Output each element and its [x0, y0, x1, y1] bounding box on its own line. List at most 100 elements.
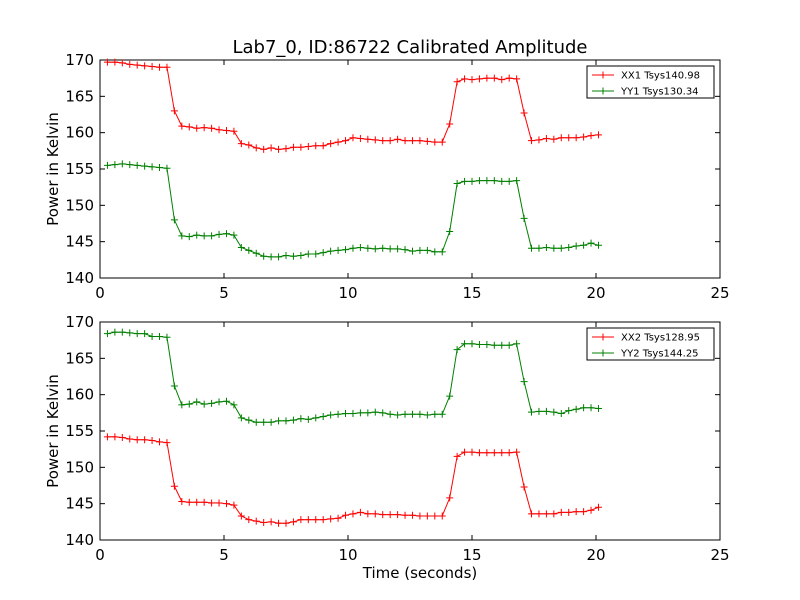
panel-2-data-point	[103, 433, 111, 441]
panel-1-data-point	[230, 127, 238, 135]
panel-1-data-point	[267, 253, 275, 261]
panel-1-data-point	[535, 136, 543, 144]
panel-1-data-point	[178, 232, 186, 240]
panel-1-data-point	[200, 124, 208, 132]
panel-1-data-point	[379, 244, 387, 252]
panel-2-data-point	[297, 516, 305, 524]
panel-1-data-point	[200, 232, 208, 240]
panel-1-data-point	[580, 241, 588, 249]
panel-1-data-point	[260, 252, 268, 260]
panel-1-data-point	[528, 244, 536, 252]
panel-1-data-point	[342, 246, 350, 254]
panel-1-series-1	[103, 58, 602, 153]
panel-2-data-point	[408, 410, 416, 418]
panel-1-data-point	[312, 142, 320, 150]
panel-1-data-point	[304, 142, 312, 150]
panel-1-data-point	[237, 243, 245, 251]
panel-1-xtick-label: 5	[219, 284, 229, 302]
panel-1-data-point	[118, 59, 126, 67]
panel-2-data-point	[356, 409, 364, 417]
panel-2-data-point	[483, 449, 491, 457]
panel-1-data-point	[111, 58, 119, 66]
panel-2-data-point	[111, 433, 119, 441]
panel-1-ytick-label: 140	[65, 269, 94, 287]
panel-2-data-point	[453, 346, 461, 354]
panel-2-data-point	[148, 436, 156, 444]
panel-2-data-point	[550, 408, 558, 416]
panel-2-data-point	[587, 404, 595, 412]
panel-2-data-point	[111, 328, 119, 336]
panel-2-data-point	[252, 517, 260, 525]
panel-1-data-point	[170, 216, 178, 224]
panel-2: 0 5 10 15 20 25 140 145 150 155 160 165 170 Power in …	[44, 313, 730, 582]
panel-2-data-point	[490, 341, 498, 349]
panel-2-data-point	[200, 400, 208, 408]
panel-2-data-point	[349, 410, 357, 418]
panel-1-data-point	[468, 76, 476, 84]
panel-2-data-point	[252, 418, 260, 426]
panel-1-data-point	[334, 138, 342, 146]
panel-2-data-point	[237, 512, 245, 520]
panel-2-ytick-label: 170	[65, 313, 94, 331]
panel-1-data-point	[103, 58, 111, 66]
panel-2-data-point	[379, 511, 387, 519]
panel-1-data-point	[156, 164, 164, 172]
panel-1-data-point	[513, 75, 521, 83]
panel-2-data-point	[401, 511, 409, 519]
panel-1-data-point	[490, 177, 498, 185]
panel-2-data-point	[312, 414, 320, 422]
panel-2-data-point	[208, 399, 216, 407]
panel-1-data-point	[438, 138, 446, 146]
panel-1-data-point	[356, 134, 364, 142]
panel-1-data-point	[557, 134, 565, 142]
panel-1-ytick-label: 150	[65, 196, 94, 214]
panel-2-data-point	[297, 415, 305, 423]
panel-2-legend-marker	[599, 349, 607, 357]
panel-2-ylabel: Power in Kelvin	[44, 374, 62, 488]
panel-1-data-point	[498, 177, 506, 185]
panel-2-data-point	[453, 452, 461, 460]
panel-1-data-point	[587, 239, 595, 247]
panel-2-data-point	[289, 416, 297, 424]
panel-1-data-point	[446, 120, 454, 128]
panel-1-data-point	[498, 76, 506, 84]
panel-2-data-point	[178, 497, 186, 505]
panel-2-data-point	[483, 341, 491, 349]
panel-2-data-point	[245, 416, 253, 424]
panel-2-legend-marker	[599, 333, 607, 341]
panel-1-data-point	[550, 135, 558, 143]
panel-2-data-point	[572, 508, 580, 516]
panel-2-data-point	[193, 498, 201, 506]
panel-2-data-point	[222, 397, 230, 405]
panel-1-data-point	[275, 253, 283, 261]
panel-1-data-point	[371, 136, 379, 144]
panel-1-data-point	[594, 131, 602, 139]
panel-2-data-point	[275, 417, 283, 425]
panel-1-data-point	[513, 177, 521, 185]
panel-1-data-point	[475, 75, 483, 83]
panel-1-data-point	[208, 124, 216, 132]
panel-2-data-point	[438, 410, 446, 418]
panel-2-data-point	[423, 411, 431, 419]
panel-2-data-point	[431, 410, 439, 418]
panel-2-data-point	[535, 510, 543, 518]
panel-1-data-point	[289, 252, 297, 260]
panel-2-legend-box	[586, 327, 715, 361]
panel-1-data-point	[260, 145, 268, 153]
panel-2-data-point	[215, 499, 223, 507]
panel-2-data-point	[304, 516, 312, 524]
panel-2-xtick-label: 5	[219, 546, 229, 564]
panel-2-data-point	[408, 511, 416, 519]
panel-2-ytick-label: 155	[65, 422, 94, 440]
panel-2-data-point	[260, 418, 268, 426]
panel-2-data-point	[156, 438, 164, 446]
panel-1-data-point	[408, 247, 416, 255]
panel-1-data-point	[557, 244, 565, 252]
panel-1-data-point	[505, 74, 513, 82]
panel-2-data-point	[118, 434, 126, 442]
panel-1-data-point	[118, 160, 126, 168]
panel-2-data-point	[498, 341, 506, 349]
panel-1-data-point	[423, 137, 431, 145]
panel-2-data-point	[468, 340, 476, 348]
